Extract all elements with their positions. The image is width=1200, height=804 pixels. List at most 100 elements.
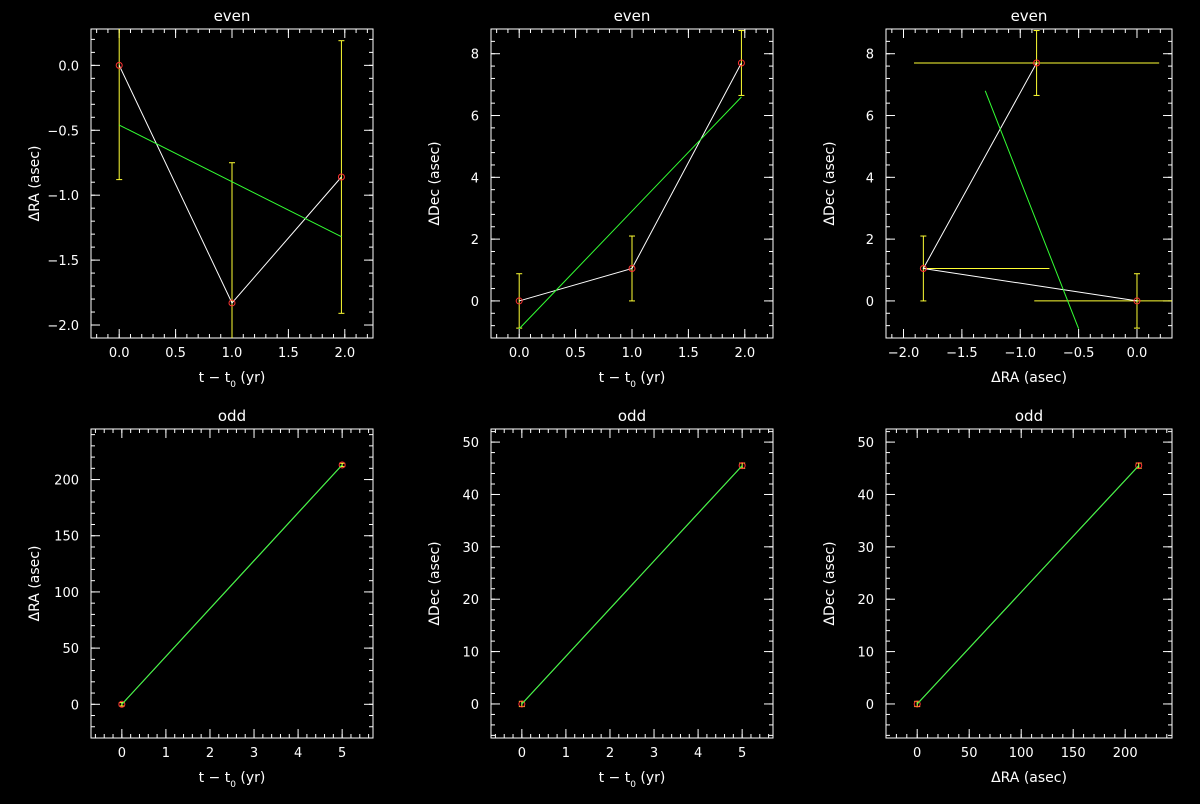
y-tick-label: 6 xyxy=(471,110,479,125)
x-tick-label: 150 xyxy=(1061,746,1086,761)
chart-title: odd xyxy=(218,407,246,425)
data-point xyxy=(118,700,126,708)
data-layer xyxy=(914,30,1172,329)
y-tick-label: 40 xyxy=(857,488,874,503)
y-tick-label: 100 xyxy=(54,586,79,601)
data-point xyxy=(919,264,927,272)
x-tick-label: 0.0 xyxy=(109,346,130,361)
data-point xyxy=(228,299,236,307)
x-tick-label: 0 xyxy=(518,746,526,761)
y-tick-label: 0 xyxy=(471,698,479,713)
data-point xyxy=(515,297,523,305)
fit-line xyxy=(118,124,342,238)
y-tick-label: 150 xyxy=(54,530,79,545)
y-axis-label: ΔDec (asec) xyxy=(822,141,838,225)
fit-line xyxy=(521,465,743,705)
data-point xyxy=(737,59,745,67)
data-point xyxy=(115,61,123,69)
x-tick-label: 1 xyxy=(162,746,170,761)
x-tick-label: −0.5 xyxy=(1063,346,1095,361)
chart-panel-2: 0.0 0.5 1.0 1.5 2.0 0 2 4 6 8 even t − t0 (yr) ΔDec … xyxy=(427,7,774,390)
x-tick-label: 1 xyxy=(562,746,570,761)
y-tick-label: 2 xyxy=(866,233,874,248)
chart-title: even xyxy=(1011,7,1048,25)
y-tick-label: 30 xyxy=(462,541,479,556)
y-tick-label: 0 xyxy=(866,698,874,713)
x-tick-label: 50 xyxy=(961,746,978,761)
y-axis-label: ΔRA (asec) xyxy=(27,146,43,222)
x-tick-label: 2 xyxy=(606,746,614,761)
x-tick-label: −1.5 xyxy=(946,346,978,361)
x-tick-label: 1.0 xyxy=(222,346,243,361)
x-tick-label: 4 xyxy=(294,746,302,761)
y-tick-label: 30 xyxy=(857,541,874,556)
y-tick-label: 50 xyxy=(462,436,479,451)
x-axis-label: ΔRA (asec) xyxy=(991,370,1067,386)
x-tick-label: 3 xyxy=(250,746,258,761)
data-point xyxy=(1133,297,1141,305)
fit-line xyxy=(518,96,742,330)
plot-frame xyxy=(490,428,774,739)
x-axis-label: t − t0 (yr) xyxy=(599,770,666,790)
chart-title: even xyxy=(214,7,251,25)
y-tick-label: 20 xyxy=(857,593,874,608)
x-tick-label: 0.5 xyxy=(565,346,586,361)
y-tick-label: 0.0 xyxy=(58,59,79,74)
y-axis-label: ΔDec (asec) xyxy=(822,541,838,625)
x-tick-label: −2.0 xyxy=(888,346,920,361)
y-tick-label: 50 xyxy=(857,436,874,451)
y-tick-label: 8 xyxy=(471,48,479,63)
y-tick-label: 2 xyxy=(471,233,479,248)
x-tick-label: 2.0 xyxy=(334,346,355,361)
data-line xyxy=(922,62,1138,302)
chart-title: odd xyxy=(618,407,646,425)
data-layer xyxy=(913,462,1143,708)
x-axis-label: t − t0 (yr) xyxy=(199,370,266,390)
y-tick-label: 0 xyxy=(866,295,874,310)
x-tick-label: 2 xyxy=(206,746,214,761)
x-tick-label: 0 xyxy=(913,746,921,761)
data-point xyxy=(1135,462,1143,470)
x-tick-label: 5 xyxy=(338,746,346,761)
x-tick-label: 5 xyxy=(738,746,746,761)
data-layer xyxy=(115,29,345,338)
y-tick-label: 4 xyxy=(866,171,874,186)
y-tick-label: 8 xyxy=(866,48,874,63)
y-tick-label: 6 xyxy=(866,110,874,125)
x-tick-label: 0.5 xyxy=(165,346,186,361)
y-tick-label: 200 xyxy=(54,474,79,489)
y-tick-label: 10 xyxy=(462,646,479,661)
data-point xyxy=(1033,59,1041,67)
y-tick-label: 40 xyxy=(462,488,479,503)
y-tick-label: 10 xyxy=(857,646,874,661)
data-point xyxy=(518,700,526,708)
data-point xyxy=(738,462,746,470)
y-tick-label: −1.5 xyxy=(47,254,79,269)
y-tick-label: −0.5 xyxy=(47,124,79,139)
plot-frame xyxy=(885,428,1173,739)
data-point xyxy=(338,461,346,469)
chart-title: odd xyxy=(1015,407,1043,425)
data-layer xyxy=(518,462,746,708)
x-tick-label: 0.0 xyxy=(509,346,530,361)
x-tick-label: 2.0 xyxy=(734,346,755,361)
chart-title: even xyxy=(614,7,651,25)
x-tick-label: 0 xyxy=(118,746,126,761)
y-tick-label: 4 xyxy=(471,171,479,186)
y-tick-label: 0 xyxy=(471,295,479,310)
x-tick-label: 1.0 xyxy=(622,346,643,361)
x-tick-label: 1.5 xyxy=(278,346,299,361)
chart-panel-6: 0 50 100 150 200 0 10 20 30 40 50 odd ΔRA (asec) ΔDec… xyxy=(822,407,1173,786)
y-axis-label: ΔRA (asec) xyxy=(27,546,43,622)
plot-frame xyxy=(90,428,374,739)
x-tick-label: 4 xyxy=(694,746,702,761)
x-tick-label: 3 xyxy=(650,746,658,761)
y-tick-label: −1.0 xyxy=(47,189,79,204)
chart-panel-1: 0.0 0.5 1.0 1.5 2.0 0.0 −0.5 −1.0 −1.5 −2.0 even t … xyxy=(27,7,374,390)
y-axis-label: ΔDec (asec) xyxy=(427,141,443,225)
data-layer xyxy=(515,30,745,330)
